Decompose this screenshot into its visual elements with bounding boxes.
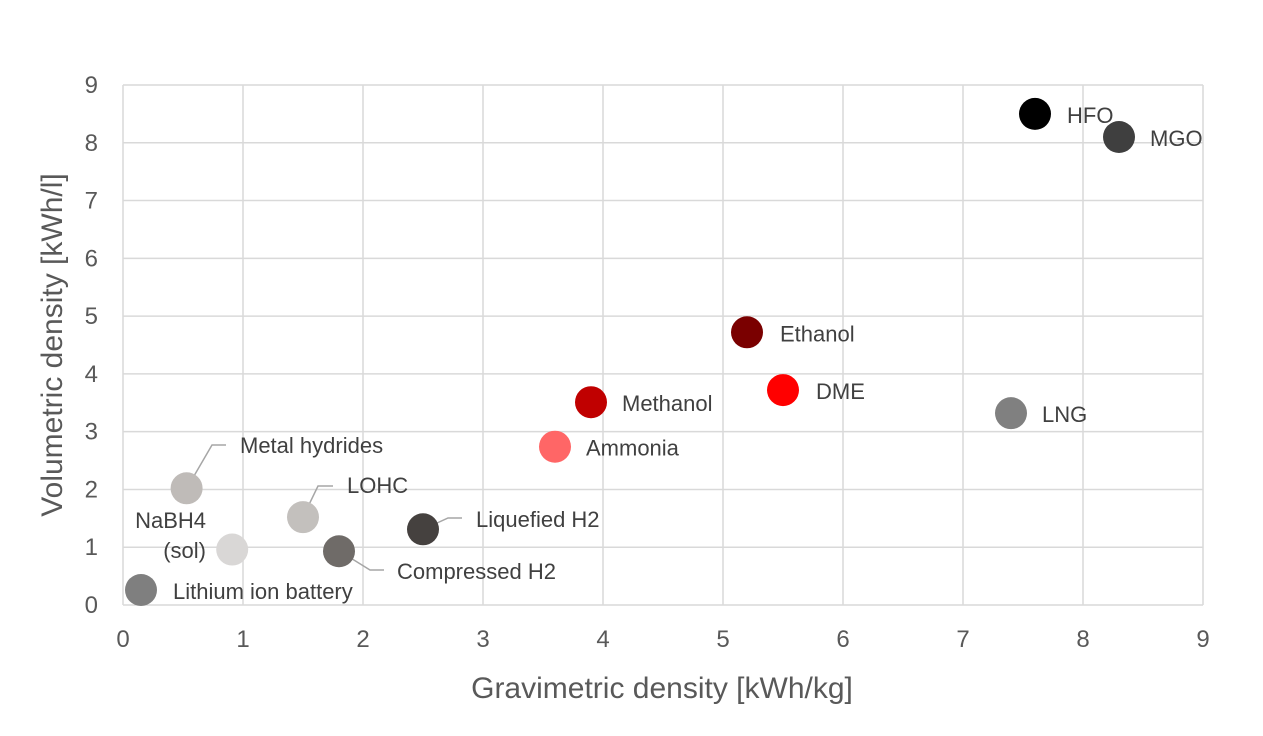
data-label: Ethanol — [780, 321, 855, 346]
data-label: Compressed H2 — [397, 559, 556, 584]
x-tick-label: 1 — [236, 626, 249, 653]
x-tick-label: 4 — [596, 626, 609, 653]
data-label: Liquefied H2 — [476, 507, 600, 532]
data-point — [216, 533, 249, 566]
data-point — [731, 316, 763, 349]
data-point — [995, 397, 1027, 430]
x-axis-title: Gravimetric density [kWh/kg] — [471, 672, 853, 705]
y-axis-ticks: 0 1 2 3 4 5 6 7 8 9 — [85, 72, 98, 619]
x-tick-label: 3 — [476, 626, 489, 653]
y-tick-label: 4 — [85, 361, 98, 388]
y-tick-label: 6 — [85, 245, 98, 272]
x-tick-label: 0 — [116, 626, 129, 653]
data-label: HFO — [1067, 103, 1113, 128]
y-tick-label: 2 — [85, 476, 98, 503]
data-label: Metal hydrides — [240, 433, 383, 458]
data-point — [1019, 97, 1051, 130]
x-tick-label: 6 — [836, 626, 849, 653]
data-labels: HFO MGO Ethanol DME LNG Methanol Ammonia Metal … — [135, 103, 1202, 604]
data-label: (sol) — [163, 538, 206, 563]
grid — [122, 84, 1204, 606]
y-axis-title: Volumetric density [kWh/l] — [36, 173, 69, 516]
data-label: LOHC — [347, 473, 408, 498]
data-point — [539, 430, 571, 463]
data-point — [287, 501, 319, 534]
data-point — [575, 386, 607, 419]
y-tick-label: 5 — [85, 303, 98, 330]
data-point — [323, 535, 355, 568]
data-point — [125, 573, 157, 606]
data-point — [407, 513, 439, 546]
data-label: NaBH4 — [135, 508, 206, 533]
data-label: LNG — [1042, 402, 1087, 427]
data-label: Lithium ion battery — [173, 579, 353, 604]
x-tick-label: 8 — [1076, 626, 1089, 653]
data-point — [170, 472, 203, 505]
x-axis-ticks: 0 1 2 3 4 5 6 7 8 9 — [116, 626, 1209, 653]
data-label: Ammonia — [586, 436, 680, 461]
y-tick-label: 0 — [85, 592, 98, 619]
y-tick-label: 1 — [85, 534, 98, 561]
y-tick-label: 9 — [85, 72, 98, 99]
y-tick-label: 7 — [85, 188, 98, 215]
leader-line — [186, 444, 226, 489]
data-point — [767, 374, 799, 407]
data-point — [1103, 121, 1135, 153]
y-tick-label: 3 — [85, 419, 98, 446]
x-tick-label: 2 — [356, 626, 369, 653]
data-label: DME — [816, 379, 865, 404]
data-label: Methanol — [622, 391, 713, 416]
x-tick-label: 9 — [1196, 626, 1209, 653]
data-points — [125, 97, 1135, 606]
x-tick-label: 7 — [956, 626, 969, 653]
y-tick-label: 8 — [85, 130, 98, 157]
x-tick-label: 5 — [716, 626, 729, 653]
data-label: MGO — [1150, 126, 1203, 151]
